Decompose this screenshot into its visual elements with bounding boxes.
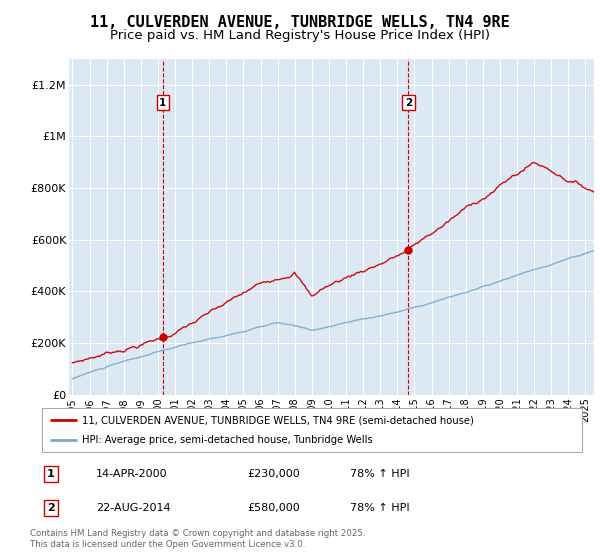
Text: 1: 1 [47, 469, 55, 479]
Text: 11, CULVERDEN AVENUE, TUNBRIDGE WELLS, TN4 9RE (semi-detached house): 11, CULVERDEN AVENUE, TUNBRIDGE WELLS, T… [83, 415, 475, 425]
Text: 2: 2 [47, 503, 55, 513]
Text: Contains HM Land Registry data © Crown copyright and database right 2025.
This d: Contains HM Land Registry data © Crown c… [30, 529, 365, 549]
Text: 2: 2 [404, 98, 412, 108]
Text: 78% ↑ HPI: 78% ↑ HPI [350, 469, 409, 479]
Text: 14-APR-2000: 14-APR-2000 [96, 469, 167, 479]
Text: Price paid vs. HM Land Registry's House Price Index (HPI): Price paid vs. HM Land Registry's House … [110, 29, 490, 42]
Text: HPI: Average price, semi-detached house, Tunbridge Wells: HPI: Average price, semi-detached house,… [83, 435, 373, 445]
FancyBboxPatch shape [42, 408, 582, 452]
Text: 78% ↑ HPI: 78% ↑ HPI [350, 503, 409, 513]
Text: £230,000: £230,000 [247, 469, 300, 479]
Text: 1: 1 [159, 98, 166, 108]
Text: 22-AUG-2014: 22-AUG-2014 [96, 503, 170, 513]
Text: £580,000: £580,000 [247, 503, 300, 513]
Text: 11, CULVERDEN AVENUE, TUNBRIDGE WELLS, TN4 9RE: 11, CULVERDEN AVENUE, TUNBRIDGE WELLS, T… [90, 15, 510, 30]
